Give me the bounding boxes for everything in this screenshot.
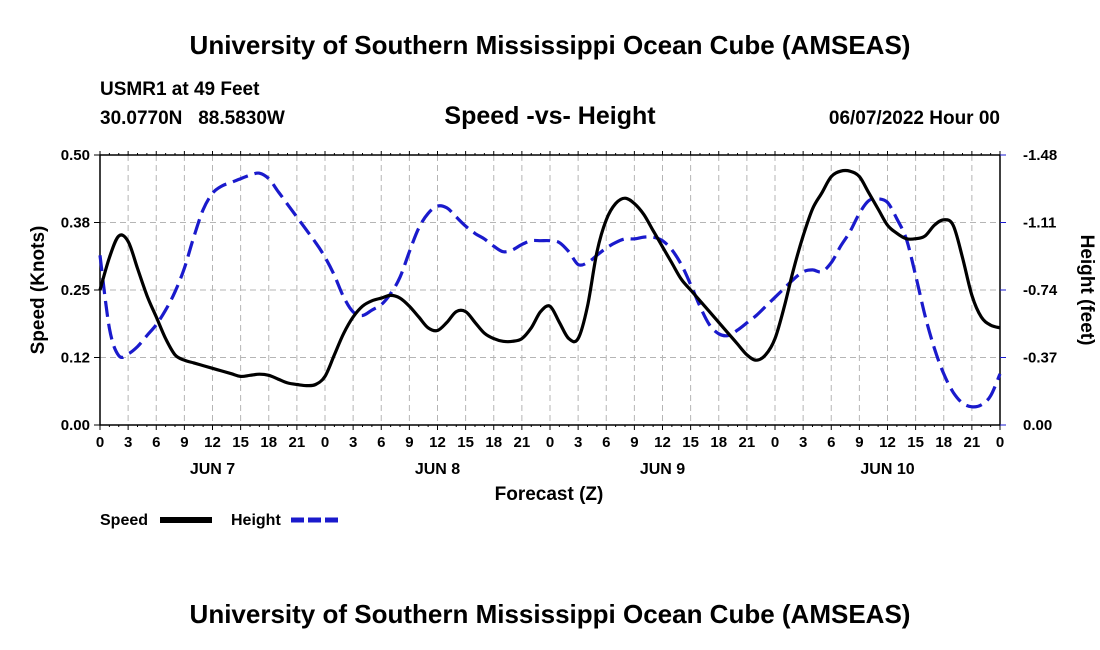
date-label: 06/07/2022 Hour 00 <box>829 108 1000 129</box>
y-tick-label: 0.38 <box>61 215 90 232</box>
x-tick-label: 6 <box>377 434 385 451</box>
x-tick-label: 0 <box>546 434 554 451</box>
x-tick-label: 3 <box>124 434 132 451</box>
coords-label: 30.0770N 88.5830W <box>100 108 285 129</box>
station-label: USMR1 at 49 Feet <box>100 79 260 100</box>
series-lines <box>98 168 1002 409</box>
x-tick-label: 3 <box>349 434 357 451</box>
x-tick-label: 12 <box>654 434 671 451</box>
x-tick-label: 0 <box>96 434 104 451</box>
y2-tick-label: -1.48 <box>1023 147 1057 164</box>
x-tick-label: 21 <box>964 434 981 451</box>
x-tick-label: 0 <box>771 434 779 451</box>
x-tick-label: 6 <box>827 434 835 451</box>
axis-ticks: 0 3 6 9 12 15 18 21 0 3 6 9 12 15 18 21 0 3 6 9 12 15 18 21 0 3 6 9… <box>61 147 1058 478</box>
x-tick-label: 3 <box>799 434 807 451</box>
x-tick-label: 15 <box>457 434 474 451</box>
x-tick-label: 12 <box>879 434 896 451</box>
x-tick-label: 15 <box>232 434 249 451</box>
y-tick-label: 0.25 <box>61 282 90 299</box>
x-tick-label: 6 <box>152 434 160 451</box>
y2-tick-label: -0.74 <box>1023 282 1058 299</box>
x-tick-label: 12 <box>204 434 221 451</box>
legend: Speed Height <box>100 512 342 529</box>
x-tick-label: 18 <box>935 434 952 451</box>
day-label: JUN 7 <box>190 461 235 478</box>
day-label: JUN 9 <box>640 461 685 478</box>
series-line-speed <box>98 168 1001 388</box>
x-axis-label: Forecast (Z) <box>495 484 604 505</box>
x-tick-label: 18 <box>485 434 502 451</box>
y-tick-label: 0.50 <box>61 147 90 164</box>
grid <box>100 155 1000 425</box>
x-tick-label: 9 <box>180 434 188 451</box>
x-tick-label: 18 <box>260 434 277 451</box>
y2-tick-label: -0.37 <box>1023 350 1057 367</box>
x-tick-label: 15 <box>907 434 924 451</box>
day-label: JUN 10 <box>860 461 914 478</box>
day-label: JUN 8 <box>415 461 460 478</box>
y-axis-label: Speed (Knots) <box>28 226 49 355</box>
x-tick-label: 3 <box>574 434 582 451</box>
x-tick-label: 6 <box>602 434 610 451</box>
chart-subtitle: Speed -vs- Height <box>444 102 656 130</box>
x-tick-label: 21 <box>289 434 306 451</box>
y-tick-label: 0.12 <box>61 350 90 367</box>
legend-speed-label: Speed <box>100 512 148 529</box>
x-tick-label: 0 <box>996 434 1004 451</box>
y2-tick-label: 0.00 <box>1023 417 1052 434</box>
chart-title: University of Southern Mississippi Ocean… <box>190 30 911 60</box>
x-tick-label: 12 <box>429 434 446 451</box>
x-tick-label: 9 <box>630 434 638 451</box>
x-tick-label: 9 <box>855 434 863 451</box>
footer-title: University of Southern Mississippi Ocean… <box>190 599 911 629</box>
y2-axis-label: Height (feet) <box>1076 235 1097 346</box>
x-tick-label: 18 <box>710 434 727 451</box>
x-tick-label: 0 <box>321 434 329 451</box>
x-tick-label: 21 <box>739 434 756 451</box>
x-tick-label: 9 <box>405 434 413 451</box>
series-line-height <box>98 171 1002 409</box>
x-tick-label: 21 <box>514 434 531 451</box>
y2-tick-label: -1.11 <box>1023 215 1056 232</box>
legend-height-label: Height <box>231 512 281 529</box>
y-tick-label: 0.00 <box>61 417 90 434</box>
x-tick-label: 15 <box>682 434 699 451</box>
